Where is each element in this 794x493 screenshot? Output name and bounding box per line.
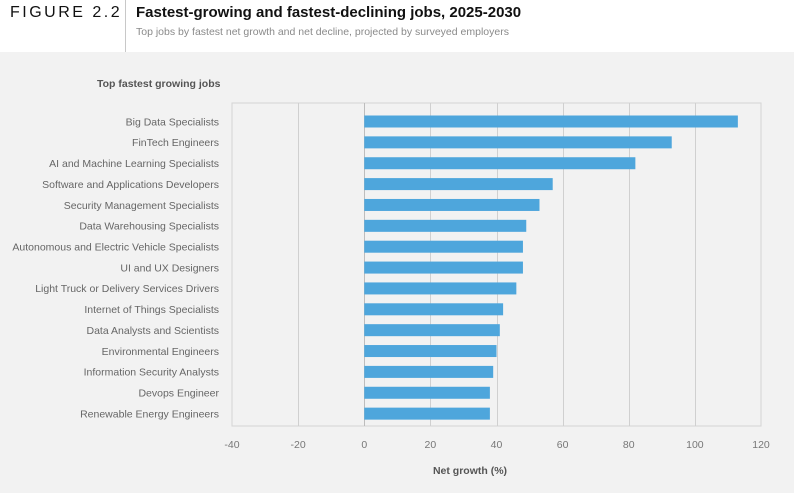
- category-label: UI and UX Designers: [120, 262, 219, 274]
- bar: [364, 345, 497, 358]
- bar-chart: -40 -20 0 20 40 60 80 100 120 Big Data Specialist…: [12, 102, 770, 451]
- bar: [364, 136, 672, 149]
- category-label: Autonomous and Electric Vehicle Speciali…: [12, 242, 219, 254]
- x-tick-label: 80: [623, 439, 635, 451]
- category-label: Data Warehousing Specialists: [79, 221, 219, 233]
- x-tick-label: 20: [425, 439, 437, 451]
- figure-header: FIGURE 2.2 Fastest-growing and fastest-d…: [0, 0, 794, 52]
- bar: [364, 407, 490, 420]
- x-tick-label: -40: [224, 439, 239, 451]
- category-label: Information Security Analysts: [84, 367, 219, 379]
- bar: [364, 115, 738, 128]
- x-tick-label: 0: [361, 439, 367, 451]
- category-label: Internet of Things Specialists: [84, 304, 219, 316]
- x-tick-label: 40: [491, 439, 503, 451]
- bar: [364, 219, 527, 232]
- bar: [364, 178, 553, 191]
- bar: [364, 240, 523, 253]
- bar: [364, 365, 494, 378]
- category-label: Security Management Specialists: [64, 200, 219, 212]
- category-label: Big Data Specialists: [126, 116, 219, 128]
- bar: [364, 386, 490, 399]
- category-label: Light Truck or Delivery Services Drivers: [35, 283, 219, 295]
- category-label: Data Analysts and Scientists: [87, 325, 220, 337]
- category-label: Software and Applications Developers: [42, 179, 219, 191]
- x-tick-label: 120: [752, 439, 770, 451]
- chart-subtitle: Top jobs by fastest net growth and net d…: [136, 26, 509, 38]
- category-label: Devops Engineer: [138, 388, 219, 400]
- bar: [364, 303, 504, 316]
- bar: [364, 261, 523, 274]
- x-tick-label: 60: [557, 439, 569, 451]
- figure-label: FIGURE 2.2: [10, 4, 123, 21]
- bar: [364, 282, 517, 295]
- category-label: Environmental Engineers: [102, 346, 219, 358]
- x-axis-title: Net growth (%): [432, 465, 508, 477]
- bar: [364, 198, 540, 211]
- category-label: Renewable Energy Engineers: [80, 408, 219, 420]
- section-title: Top fastest growing jobs: [97, 78, 221, 90]
- category-label: FinTech Engineers: [132, 137, 219, 149]
- bar: [364, 324, 500, 337]
- header-divider: [125, 0, 126, 52]
- x-tick-label: 100: [686, 439, 704, 451]
- category-label: AI and Machine Learning Specialists: [49, 158, 219, 170]
- bar: [364, 157, 636, 170]
- chart-title: Fastest-growing and fastest-declining jo…: [136, 4, 522, 21]
- x-tick-label: -20: [291, 439, 306, 451]
